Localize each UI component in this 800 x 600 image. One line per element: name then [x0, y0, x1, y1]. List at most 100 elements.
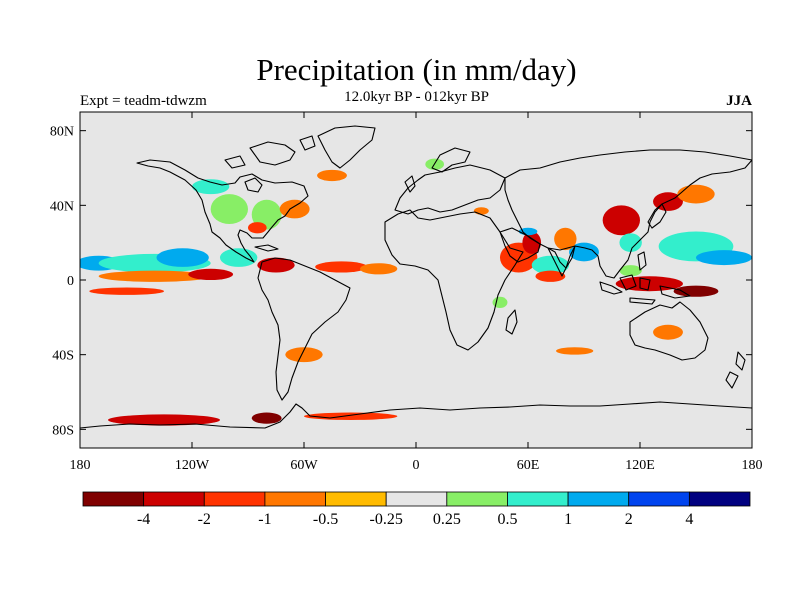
- anomaly-patch-south-atlantic-dry: [285, 347, 323, 363]
- coast-new-zealand: [725, 351, 746, 389]
- lon-tick-label: 180: [70, 458, 91, 473]
- coast-madagascar: [505, 309, 518, 335]
- precipitation-anomaly-field: [80, 121, 752, 426]
- lon-tick-label: 180: [742, 458, 763, 473]
- coast-scandinavia: [431, 147, 471, 173]
- anomaly-patch-north-america-wet: [192, 179, 230, 195]
- anomaly-patch-pacific-itcz-wet: [156, 248, 209, 267]
- colorbar-swatch: [628, 491, 690, 507]
- colorbar-swatch: [264, 491, 326, 507]
- anomaly-patch-south-indian-wet: [429, 339, 459, 351]
- coast-hudson-bay: [244, 177, 263, 193]
- coast-antarctica: [80, 401, 752, 429]
- coast-philippines: [637, 251, 647, 271]
- anomaly-patch-north-atlantic-dry: [317, 169, 347, 182]
- anomaly-patch-antarctic-dry: [108, 414, 220, 426]
- colorbar-tick-label: -4: [137, 511, 150, 528]
- colorbar-tick-label: 1: [564, 511, 572, 528]
- anomaly-patch-bay-of-bengal-wet: [569, 242, 599, 262]
- colorbar-swatch: [507, 491, 569, 507]
- anomaly-patch-southern-ocean-wet: [154, 347, 230, 355]
- coast-europe: [394, 164, 506, 215]
- colorbar-swatch: [325, 491, 387, 507]
- anomaly-patch-arctic-wet: [270, 121, 301, 133]
- lat-tick-label: 80S: [52, 423, 74, 438]
- lon-tick-label: 120E: [625, 458, 655, 473]
- anomaly-patch-north-america-wet: [210, 194, 248, 224]
- coast-arabia: [499, 227, 541, 263]
- anomaly-patch-greenland-wet: [313, 141, 351, 157]
- coast-uk: [404, 175, 416, 193]
- anomaly-patch-caribbean-dry: [257, 257, 295, 273]
- colorbar: -4 -2 -1 -0.5 -0.25 0.25 0.5 1 2 4: [82, 491, 751, 528]
- anomaly-patch-pacific-itcz-dry: [98, 270, 211, 282]
- lon-tick-label: 0: [413, 458, 420, 473]
- anomaly-patch-east-asia-wet: [619, 233, 642, 253]
- lat-tick-label: 40N: [50, 199, 74, 214]
- colorbar-swatch: [143, 491, 205, 507]
- anomaly-patch-africa-wet: [492, 296, 508, 308]
- coast-arctic-islands: [224, 135, 316, 169]
- anomaly-patch-west-pacific-wet: [696, 250, 752, 266]
- coast-asia: [504, 149, 752, 279]
- colorbar-swatch: [688, 491, 751, 507]
- coast-india: [547, 245, 576, 277]
- axis-ticks: 80N 40N 0 40S 80S 180 120W 60W 0 60E 120E 180: [50, 112, 763, 473]
- season-label: JJA: [726, 93, 752, 109]
- anomaly-patch-south-indian-dry: [556, 347, 594, 355]
- anomaly-patch-arabian-sea-dry: [522, 231, 542, 254]
- colorbar-swatch: [203, 491, 266, 507]
- experiment-label: Expt = teadm-tdwzm: [80, 93, 207, 109]
- anomaly-patch-north-pacific-dry: [677, 184, 715, 204]
- colorbar-tick-label: -2: [198, 511, 211, 528]
- anomaly-patch-north-america-wet: [251, 199, 282, 230]
- anomaly-patch-atlantic-itcz-dry: [360, 263, 398, 275]
- colorbar-swatch: [385, 491, 448, 507]
- anomaly-patch-maritime-continent-dry: [673, 285, 719, 297]
- anomaly-patch-south-pacific-dry: [89, 287, 164, 295]
- colorbar-tick-label: 0.25: [433, 511, 461, 528]
- lat-tick-label: 0: [67, 274, 74, 289]
- anomaly-patch-arctic-wet: [401, 143, 431, 155]
- anomaly-patch-india-dry: [554, 227, 577, 251]
- colorbar-tick-label: -0.5: [313, 511, 338, 528]
- lon-tick-label: 60E: [517, 458, 540, 473]
- colorbar-tick-label: -1: [258, 511, 271, 528]
- coast-greenland: [317, 125, 376, 169]
- coast-indonesia: [599, 274, 691, 305]
- anomaly-patch-antarctic-dry: [251, 412, 282, 424]
- coastlines: [80, 125, 752, 429]
- coast-japan: [647, 203, 667, 229]
- anomaly-patch-gulf-dry: [248, 222, 267, 234]
- lon-tick-label: 60W: [290, 458, 318, 473]
- anomaly-patch-western-atlantic-dry: [279, 199, 310, 219]
- anomaly-patch-mediterranean-dry: [473, 207, 489, 215]
- anomaly-patch-south-pacific-dry: [653, 324, 683, 340]
- colorbar-swatch: [82, 491, 145, 507]
- plot-title: Precipitation (in mm/day): [256, 52, 577, 87]
- anomaly-patch-east-asia-dry: [602, 205, 640, 236]
- colorbar-tick-label: 4: [685, 511, 693, 528]
- anomaly-patch-maritime-continent-wet: [619, 265, 642, 277]
- coast-australia: [629, 301, 709, 361]
- anomaly-patch-pacific-itcz-dry: [188, 268, 234, 280]
- anomaly-patch-indian-ocean-mixed: [535, 270, 566, 282]
- colorbar-tick-label: 0.5: [497, 511, 517, 528]
- colorbar-swatch: [567, 491, 630, 507]
- plot-subtitle: 12.0kyr BP - 012kyr BP: [344, 89, 489, 105]
- colorbar-swatch: [446, 491, 508, 507]
- coast-south-america: [257, 257, 351, 401]
- colorbar-tick-label: 2: [625, 511, 633, 528]
- lat-tick-label: 80N: [50, 125, 74, 140]
- coast-cuba: [254, 244, 279, 252]
- anomaly-patch-pacific-itcz-wet: [220, 248, 258, 267]
- coast-europe-africa: [384, 209, 524, 351]
- anomaly-patch-antarctic-wet: [80, 403, 155, 411]
- colorbar-tick-label: -0.25: [370, 511, 403, 528]
- lon-tick-label: 120W: [175, 458, 210, 473]
- coast-north-america: [136, 159, 309, 263]
- anomaly-patch-southern-ocean-wet: [360, 354, 398, 363]
- lat-tick-label: 40S: [52, 349, 74, 364]
- anomaly-patch-atlantic-itcz-dry: [315, 261, 368, 273]
